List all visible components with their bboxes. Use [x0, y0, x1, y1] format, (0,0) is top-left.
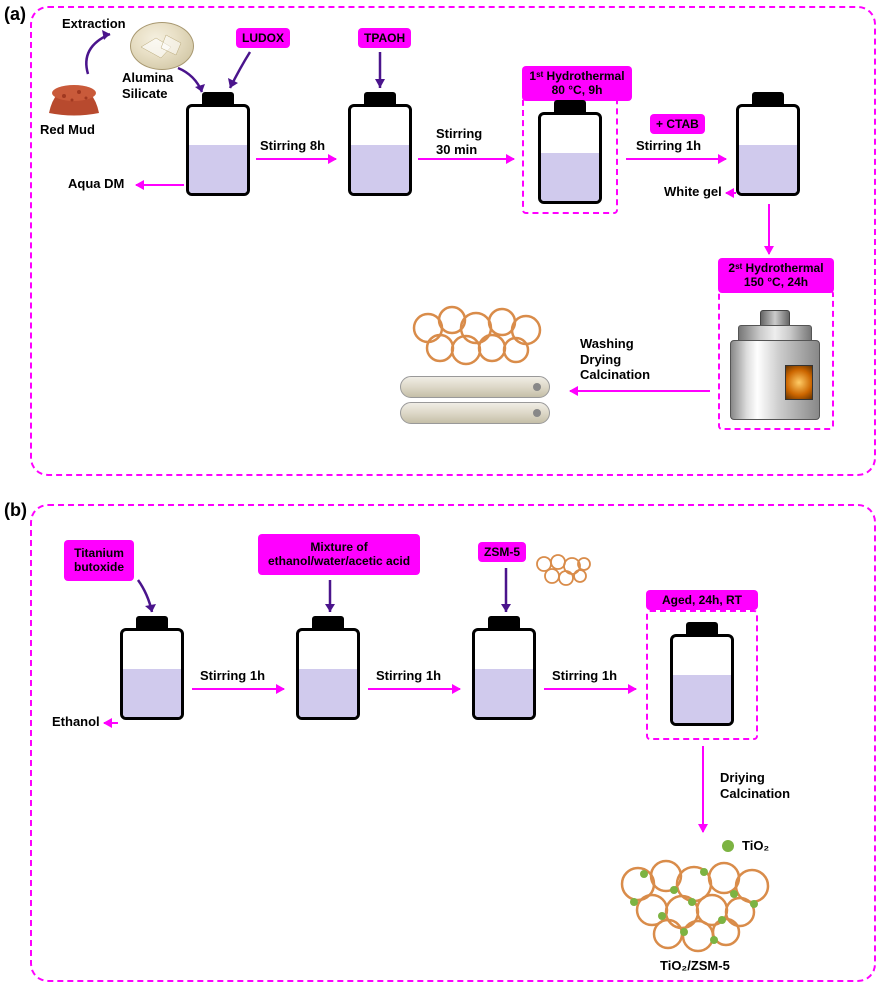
honeycomb-a	[408, 300, 548, 375]
bottle-b2	[296, 616, 360, 722]
bottle-b4	[670, 622, 734, 728]
mixture-arrow	[318, 576, 348, 620]
stir-b2-label: Stirring 1h	[376, 668, 441, 684]
ludox-input-arrow	[220, 48, 260, 96]
ti-butoxide-arrow	[130, 576, 170, 620]
mixture-box: Mixture of ethanol/water/acetic acid	[258, 534, 420, 575]
alumina-silicate-label: Alumina Silicate	[122, 70, 173, 101]
stir-30min-label: Stirring 30 min	[436, 126, 482, 157]
bottle-b3	[472, 616, 536, 722]
panel-b-label: (b)	[4, 500, 27, 521]
zsm5-box: ZSM-5	[478, 542, 526, 562]
autoclave-image	[730, 310, 820, 420]
tio2-zsm5-structure	[614, 854, 784, 959]
stir-b1-arrow	[192, 688, 284, 690]
stir-b1-label: Stirring 1h	[200, 668, 265, 684]
drying-arrow	[702, 746, 704, 832]
ctab-box: + CTAB	[650, 114, 705, 134]
stir-b3-arrow	[544, 688, 636, 690]
aqua-dm-arrow	[136, 184, 184, 186]
ti-butoxide-box: Titanium butoxide	[64, 540, 134, 581]
ethanol-label: Ethanol	[52, 714, 100, 730]
white-gel-label: White gel	[664, 184, 722, 200]
tpaoh-input-arrow	[368, 48, 398, 96]
washing-label: Washing Drying Calcination	[580, 336, 650, 383]
ludox-box: LUDOX	[236, 28, 290, 48]
bottle-b1	[120, 616, 184, 722]
red-mud-label: Red Mud	[40, 122, 95, 138]
drying-label: Driying Calcination	[720, 770, 790, 801]
stir-30min-arrow	[418, 158, 514, 160]
stir-a-1h-arrow	[626, 158, 726, 160]
bottle-a1	[186, 92, 250, 198]
white-gel-arrow	[726, 192, 736, 194]
stir-8h-arrow	[256, 158, 336, 160]
tpaoh-box: TPAOH	[358, 28, 411, 48]
aged-box: Aged, 24h, RT	[646, 590, 758, 610]
ethanol-arrow	[104, 722, 118, 724]
zeolite-bars	[400, 376, 550, 428]
a4-down-arrow	[768, 204, 770, 254]
hydro2-box: 2ˢᵗ Hydrothermal 150 °C, 24h	[718, 258, 834, 293]
stir-8h-label: Stirring 8h	[260, 138, 325, 154]
bottle-a4	[736, 92, 800, 198]
zsm5-mini	[534, 552, 594, 593]
zsm5-arrow	[494, 564, 524, 620]
bottle-a2	[348, 92, 412, 198]
stir-a-1h-label: Stirring 1h	[636, 138, 701, 154]
red-mud-image	[44, 78, 104, 118]
product-label: TiO₂/ZSM-5	[660, 958, 730, 974]
washing-arrow	[570, 390, 710, 392]
tio2-legend-label: TiO₂	[742, 838, 769, 854]
panel-a-label: (a)	[4, 4, 26, 25]
bottle-a3	[538, 100, 602, 206]
extraction-label: Extraction	[62, 16, 126, 32]
aqua-dm-label: Aqua DM	[68, 176, 124, 192]
tio2-legend-dot	[722, 840, 734, 852]
stir-b3-label: Stirring 1h	[552, 668, 617, 684]
hydro1-box: 1ˢᵗ Hydrothermal 80 °C, 9h	[522, 66, 632, 101]
stir-b2-arrow	[368, 688, 460, 690]
